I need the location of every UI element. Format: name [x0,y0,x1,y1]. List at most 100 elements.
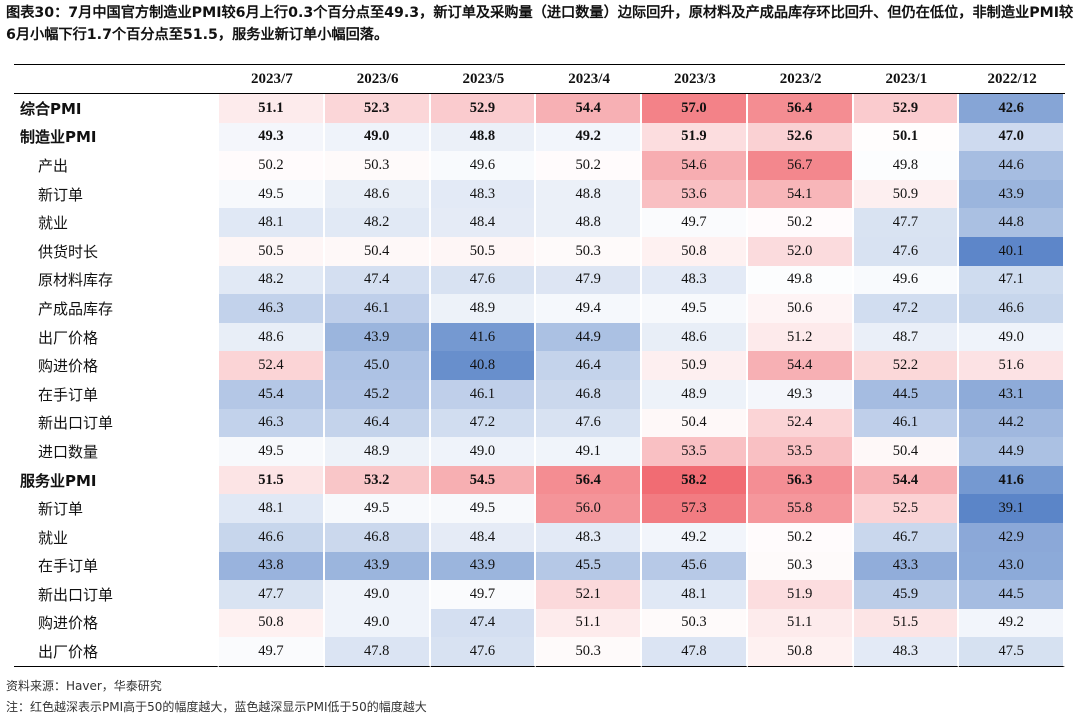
row-label: 原材料库存 [14,265,219,295]
column-header: 2022/12 [959,64,1065,94]
heatmap-cell: 49.2 [642,522,748,552]
heatmap-cell: 43.1 [959,379,1065,409]
heatmap-cell: 52.6 [747,122,854,152]
heatmap-cell: 45.9 [853,580,960,609]
heatmap-cell: 46.1 [430,379,537,409]
heatmap-cell: 49.7 [642,208,748,237]
heatmap-cell: 47.4 [430,608,537,638]
heatmap-cell: 47.6 [853,236,960,266]
heatmap-cell: 47.6 [430,265,537,295]
heatmap-cell: 52.9 [430,94,537,123]
heatmap-cell: 48.3 [853,637,960,667]
heatmap-cell: 41.6 [430,322,537,352]
heatmap-cell: 50.6 [747,294,854,323]
heatmap-cell: 52.0 [747,236,854,266]
heatmap-cell: 53.2 [324,465,431,495]
heatmap-cell: 49.3 [219,122,325,152]
heatmap-cell: 46.3 [219,408,325,438]
heatmap-cell: 50.3 [747,551,854,581]
heatmap-cell: 47.2 [853,294,960,323]
heatmap-cell: 52.2 [853,351,960,380]
heatmap-cell: 40.8 [430,351,537,380]
heatmap-cell: 46.6 [219,522,325,552]
table-row: 进口数量 49.5 48.9 49.0 49.1 53.5 53.5 50.4 44.9 [14,437,1065,466]
heatmap-cell: 47.0 [959,122,1065,152]
heatmap-cell: 47.5 [959,637,1065,667]
row-label: 购进价格 [14,608,219,638]
footer: 资料来源：Haver，华泰研究 注：红色越深表示PMI高于50的幅度越大，蓝色越… [6,676,427,718]
table-row: 新出口订单 46.3 46.4 47.2 47.6 50.4 52.4 46.1 44.2 [14,408,1065,438]
heatmap-cell: 51.9 [747,580,854,609]
heatmap-cell: 40.1 [959,236,1065,266]
column-header: 2023/7 [219,64,325,94]
heatmap-cell: 44.6 [959,151,1065,180]
table-row: 原材料库存 48.2 47.4 47.6 47.9 48.3 49.8 49.6 47.1 [14,265,1065,295]
heatmap-cell: 47.4 [324,265,431,295]
row-label: 综合PMI [14,94,219,123]
heatmap-cell: 46.6 [959,294,1065,323]
heatmap-cell: 54.1 [747,179,854,209]
heatmap-cell: 50.4 [853,437,960,466]
heatmap-cell: 43.9 [324,551,431,581]
heatmap-cell: 49.6 [853,265,960,295]
heatmap-cell: 49.4 [536,294,642,323]
column-header: 2023/4 [536,64,642,94]
heatmap-cell: 48.8 [536,179,642,209]
heatmap-cell: 49.5 [219,437,325,466]
row-label: 新出口订单 [14,408,219,438]
heatmap-cell: 51.2 [747,322,854,352]
heatmap-cell: 54.6 [642,151,748,180]
table-header-row: 2023/7 2023/6 2023/5 2023/4 2023/3 2023/2 2023… [14,64,1065,94]
table-row: 出厂价格 48.6 43.9 41.6 44.9 48.6 51.2 48.7 49.0 [14,322,1065,352]
heatmap-cell: 51.9 [642,122,748,152]
heatmap-cell: 50.8 [642,236,748,266]
row-label: 在手订单 [14,551,219,581]
heatmap-cell: 50.2 [219,151,325,180]
pmi-heatmap-table: 2023/7 2023/6 2023/5 2023/4 2023/3 2023/2 2023… [14,64,1065,667]
table-row: 服务业PMI 51.5 53.2 54.5 56.4 58.2 56.3 54.4 41.6 [14,465,1065,495]
row-label: 出厂价格 [14,637,219,667]
heatmap-cell: 44.9 [536,322,642,352]
heatmap-cell: 52.3 [324,94,431,123]
heatmap-cell: 48.8 [430,122,537,152]
heatmap-cell: 49.1 [536,437,642,466]
heatmap-cell: 48.2 [219,265,325,295]
row-label: 新订单 [14,179,219,209]
heatmap-cell: 45.5 [536,551,642,581]
heatmap-cell: 46.8 [536,379,642,409]
table-row: 制造业PMI 49.3 49.0 48.8 49.2 51.9 52.6 50.1 47.0 [14,122,1065,152]
heatmap-cell: 50.2 [747,522,854,552]
heatmap-cell: 50.4 [324,236,431,266]
heatmap-cell: 57.0 [642,94,748,123]
heatmap-cell: 50.4 [642,408,748,438]
heatmap-cell: 44.5 [853,379,960,409]
row-label: 进口数量 [14,437,219,466]
heatmap-cell: 58.2 [642,465,748,495]
heatmap-cell: 50.3 [642,608,748,638]
heatmap-cell: 47.9 [536,265,642,295]
heatmap-cell: 48.4 [430,208,537,237]
heatmap-cell: 49.0 [959,322,1065,352]
heatmap-cell: 46.1 [324,294,431,323]
heatmap-cell: 50.9 [853,179,960,209]
column-header: 2023/1 [853,64,960,94]
heatmap-cell: 48.2 [324,208,431,237]
heatmap-cell: 48.7 [853,322,960,352]
heatmap-cell: 46.3 [219,294,325,323]
heatmap-cell: 51.1 [219,94,325,123]
heatmap-cell: 47.6 [536,408,642,438]
heatmap-cell: 46.1 [853,408,960,438]
heatmap-cell: 48.1 [219,494,325,523]
heatmap-cell: 44.9 [959,437,1065,466]
table-row: 在手订单 45.4 45.2 46.1 46.8 48.9 49.3 44.5 43.1 [14,379,1065,409]
heatmap-cell: 48.1 [642,580,748,609]
table-row: 产成品库存 46.3 46.1 48.9 49.4 49.5 50.6 47.2 46.6 [14,294,1065,323]
heatmap-cell: 45.4 [219,379,325,409]
heatmap-cell: 48.9 [324,437,431,466]
heatmap-cell: 48.6 [324,179,431,209]
heatmap-cell: 52.9 [853,94,960,123]
heatmap-cell: 48.3 [536,522,642,552]
row-label: 服务业PMI [14,465,219,495]
heatmap-cell: 39.1 [959,494,1065,523]
heatmap-cell: 49.3 [747,379,854,409]
